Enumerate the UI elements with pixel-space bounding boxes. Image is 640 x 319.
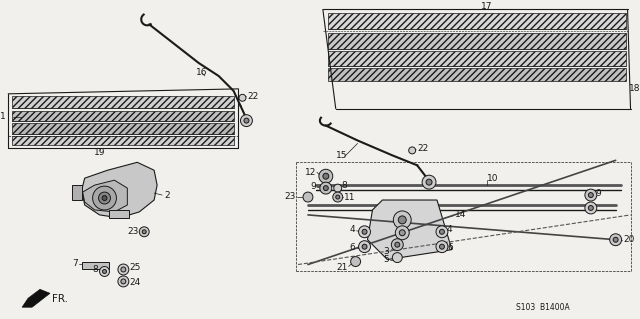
Circle shape: [323, 186, 328, 190]
Text: 22: 22: [417, 144, 428, 153]
Circle shape: [102, 196, 107, 201]
Polygon shape: [12, 122, 234, 134]
Circle shape: [440, 229, 444, 234]
Text: 9: 9: [310, 182, 316, 191]
Text: 4: 4: [447, 225, 452, 234]
Text: 4: 4: [350, 225, 356, 234]
Text: 15: 15: [336, 151, 348, 160]
Text: 6: 6: [447, 243, 452, 252]
Text: 25: 25: [129, 263, 141, 272]
Text: 21: 21: [336, 263, 348, 272]
Circle shape: [610, 234, 621, 246]
Circle shape: [588, 193, 593, 197]
Circle shape: [320, 182, 332, 194]
Circle shape: [334, 184, 342, 192]
Circle shape: [323, 173, 329, 179]
Text: 12: 12: [305, 168, 316, 177]
Text: 8: 8: [342, 181, 348, 189]
Circle shape: [118, 276, 129, 287]
Text: 24: 24: [129, 278, 141, 287]
Polygon shape: [12, 136, 234, 145]
Text: 23: 23: [127, 227, 138, 236]
Circle shape: [336, 195, 340, 199]
Circle shape: [140, 227, 149, 237]
Circle shape: [319, 169, 333, 183]
Circle shape: [585, 189, 596, 201]
Polygon shape: [12, 96, 234, 108]
Text: 3: 3: [383, 247, 389, 256]
Polygon shape: [328, 68, 625, 81]
Circle shape: [241, 115, 252, 127]
Circle shape: [588, 205, 593, 211]
Circle shape: [399, 230, 405, 236]
Circle shape: [394, 211, 411, 229]
Text: 6: 6: [350, 243, 356, 252]
Polygon shape: [328, 51, 625, 66]
Circle shape: [585, 202, 596, 214]
Circle shape: [436, 226, 448, 238]
Circle shape: [100, 266, 109, 277]
Polygon shape: [12, 111, 234, 121]
Text: 1: 1: [0, 112, 5, 121]
Circle shape: [440, 244, 444, 249]
Text: 18: 18: [628, 84, 640, 93]
Text: FR.: FR.: [52, 294, 68, 304]
Circle shape: [398, 216, 406, 224]
Polygon shape: [82, 162, 157, 218]
Circle shape: [121, 267, 126, 272]
Text: 10: 10: [486, 174, 498, 183]
Circle shape: [392, 253, 403, 263]
Text: 23: 23: [285, 191, 296, 201]
Circle shape: [613, 237, 618, 242]
Circle shape: [93, 186, 116, 210]
Text: 22: 22: [248, 92, 259, 101]
Text: 5: 5: [383, 255, 389, 264]
Circle shape: [351, 256, 360, 266]
Text: 19: 19: [94, 148, 106, 157]
Text: 20: 20: [623, 235, 635, 244]
Circle shape: [239, 94, 246, 101]
Text: 16: 16: [196, 69, 207, 78]
Circle shape: [303, 192, 313, 202]
Text: 9: 9: [596, 189, 602, 197]
Circle shape: [422, 175, 436, 189]
Polygon shape: [328, 33, 625, 49]
Text: 8: 8: [93, 265, 99, 274]
Polygon shape: [83, 180, 127, 212]
Circle shape: [362, 229, 367, 234]
Circle shape: [436, 241, 448, 253]
Polygon shape: [328, 13, 625, 29]
Circle shape: [333, 192, 342, 202]
Circle shape: [358, 241, 371, 253]
Circle shape: [358, 226, 371, 238]
Text: 2: 2: [164, 190, 170, 200]
Polygon shape: [367, 200, 452, 260]
Text: 14: 14: [455, 211, 466, 219]
Bar: [82, 262, 109, 270]
Circle shape: [362, 244, 367, 249]
Circle shape: [102, 270, 106, 273]
Circle shape: [426, 179, 432, 185]
Text: 7: 7: [72, 259, 77, 268]
Polygon shape: [72, 185, 82, 200]
Circle shape: [99, 192, 111, 204]
Text: 17: 17: [481, 2, 492, 11]
Circle shape: [396, 226, 409, 240]
Circle shape: [395, 242, 400, 247]
Circle shape: [391, 239, 403, 251]
Circle shape: [118, 264, 129, 275]
Circle shape: [409, 147, 415, 154]
Text: 11: 11: [344, 193, 355, 202]
Circle shape: [121, 279, 126, 284]
Circle shape: [244, 118, 249, 123]
Circle shape: [142, 230, 146, 234]
Text: S103  B1400A: S103 B1400A: [516, 303, 570, 312]
Polygon shape: [22, 289, 50, 307]
Bar: [109, 210, 129, 218]
